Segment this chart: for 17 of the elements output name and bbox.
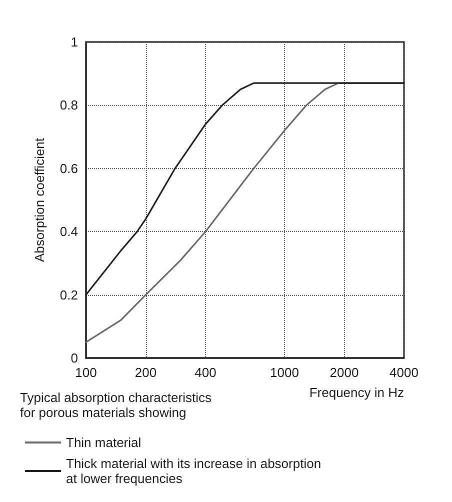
y-tick-label: 0 [70,350,78,366]
x-tick-label: 200 [134,365,157,380]
y-tick-label: 0.8 [60,98,78,113]
x-axis-title: Frequency in Hz [309,385,404,400]
x-tick-label: 2000 [330,365,359,380]
x-tick-label: 4000 [390,365,418,380]
x-tick-label: 400 [194,365,216,380]
y-tick-label: 0.4 [60,224,78,240]
x-tick-label: 100 [75,365,97,380]
y-tick-label: 0.6 [60,160,78,176]
legend-label: Thin material [66,435,142,450]
y-tick-label: 0.2 [60,287,78,302]
y-tick-label: 1 [70,34,78,50]
x-tick-label: 1000 [270,365,299,380]
text: Typical absorption characteristics for porous materials showing [20,390,212,420]
legend-label: Thick material with its increase in absorption at lower frequencies [66,456,322,486]
y-axis-title: Absorption coefficient [32,138,47,262]
